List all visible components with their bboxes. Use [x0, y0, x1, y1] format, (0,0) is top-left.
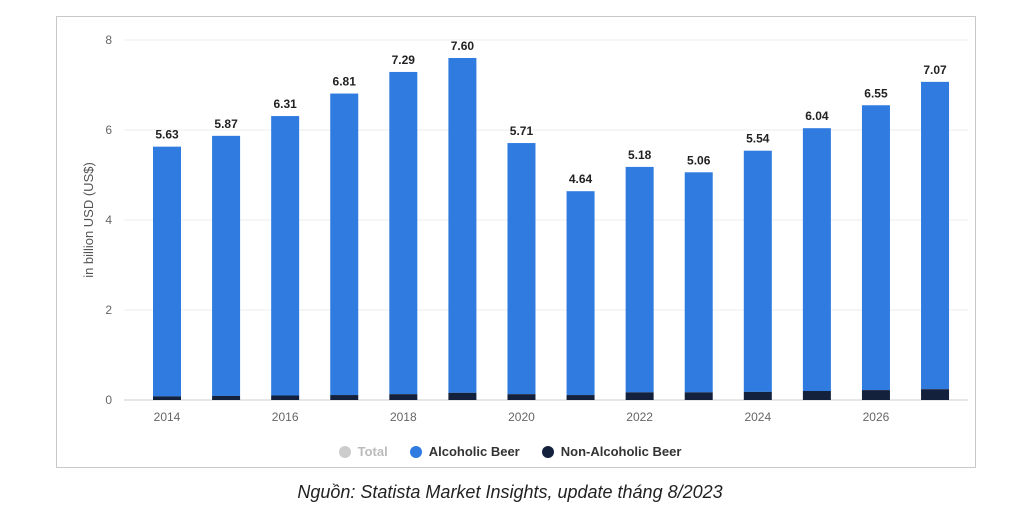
bar-alcoholic-beer: [743, 150, 772, 392]
total-value-label: 5.54: [746, 132, 770, 146]
bar-non-alcoholic-beer: [153, 396, 181, 400]
total-value-label: 7.29: [392, 53, 416, 67]
y-axis-ticks: 0 2 4 6 8: [105, 33, 112, 407]
bar-non-alcoholic-beer: [921, 389, 950, 400]
bar-alcoholic-beer: [448, 58, 477, 393]
total-value-label: 4.64: [569, 172, 593, 186]
x-tick-label: 2020: [508, 410, 535, 424]
legend-label: Non-Alcoholic Beer: [560, 444, 682, 459]
y-axis-label: in billion USD (US$): [81, 162, 96, 278]
bar-chart: in billion USD (US$) 5.63 5.87 6.31 6.81 7.2…: [81, 33, 968, 424]
total-value-label: 5.71: [510, 124, 534, 138]
bar-alcoholic-beer: [153, 146, 181, 397]
legend-label: Alcoholic Beer: [428, 444, 520, 459]
bar-alcoholic-beer: [389, 71, 418, 395]
x-tick-label: 2026: [863, 410, 890, 424]
legend-item[interactable]: Total: [338, 444, 388, 459]
total-value-label: 6.31: [273, 97, 297, 111]
y-tick-label: 6: [105, 123, 112, 137]
y-tick-label: 0: [105, 393, 112, 407]
total-value-label: 7.07: [923, 63, 947, 77]
total-value-label: 6.04: [805, 109, 829, 123]
legend-dot-icon: [338, 445, 351, 458]
x-tick-label: 2018: [390, 410, 417, 424]
legend-item[interactable]: Alcoholic Beer: [409, 444, 520, 459]
bar-alcoholic-beer: [861, 105, 890, 391]
bar-alcoholic-beer: [684, 172, 713, 393]
bar-non-alcoholic-beer: [625, 392, 654, 400]
bar-alcoholic-beer: [802, 128, 831, 391]
legend-dot-icon: [541, 445, 554, 458]
x-axis-ticks: 2014 2016 2018 2020 2022 2024 2026: [154, 410, 890, 424]
total-value-label: 6.81: [333, 75, 357, 89]
x-tick-label: 2016: [272, 410, 299, 424]
bar-alcoholic-beer: [330, 93, 359, 396]
bar-alcoholic-beer: [625, 166, 654, 393]
legend-dot-icon: [409, 445, 422, 458]
legend-item[interactable]: Non-Alcoholic Beer: [541, 444, 682, 459]
x-tick-label: 2024: [744, 410, 771, 424]
total-value-label: 6.55: [864, 86, 888, 100]
bar-non-alcoholic-beer: [684, 392, 713, 400]
legend: Total Alcoholic Beer Non-Alcoholic Beer: [0, 444, 1020, 459]
y-tick-label: 8: [105, 33, 112, 47]
bar-non-alcoholic-beer: [743, 391, 772, 400]
source-caption: Nguồn: Statista Market Insights, update …: [297, 482, 723, 502]
bar-non-alcoholic-beer: [389, 394, 418, 400]
data-labels: 5.63 5.87 6.31 6.81 7.29 7.60 5.71 4.64 5.18 5.06…: [155, 39, 947, 186]
y-tick-label: 4: [105, 213, 112, 227]
total-value-label: 7.60: [451, 39, 475, 53]
bars: [153, 58, 950, 400]
legend-label: Total: [357, 444, 388, 459]
total-value-label: 5.18: [628, 148, 652, 162]
bar-non-alcoholic-beer: [212, 395, 241, 400]
total-value-label: 5.63: [155, 128, 179, 142]
y-tick-label: 2: [105, 303, 112, 317]
bar-non-alcoholic-beer: [507, 394, 536, 400]
gridlines: [124, 39, 968, 401]
bar-non-alcoholic-beer: [861, 390, 890, 400]
x-tick-label: 2014: [154, 410, 181, 424]
total-value-label: 5.06: [687, 153, 711, 167]
bar-alcoholic-beer: [271, 116, 300, 396]
bar-alcoholic-beer: [921, 81, 950, 390]
bar-non-alcoholic-beer: [448, 392, 477, 400]
bar-non-alcoholic-beer: [330, 395, 359, 400]
total-value-label: 5.87: [214, 117, 238, 131]
bar-alcoholic-beer: [212, 135, 241, 396]
bar-non-alcoholic-beer: [271, 395, 300, 400]
bar-alcoholic-beer: [507, 143, 536, 395]
bar-non-alcoholic-beer: [802, 391, 831, 400]
x-tick-label: 2022: [626, 410, 653, 424]
bar-non-alcoholic-beer: [566, 395, 595, 400]
bar-alcoholic-beer: [566, 191, 595, 396]
